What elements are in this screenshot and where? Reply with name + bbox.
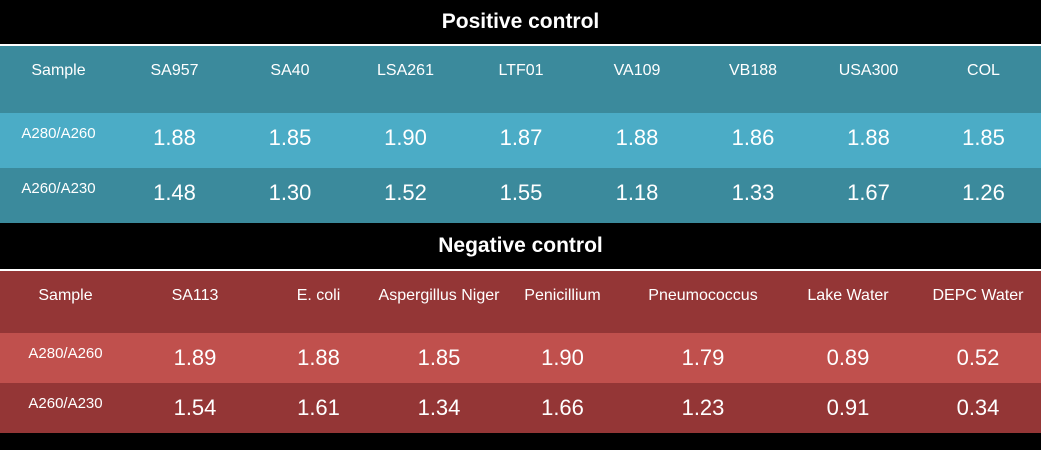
value-cell: 1.86 <box>731 125 775 150</box>
header-cell: USA300 <box>838 62 899 79</box>
header-cell: COL <box>967 62 1000 79</box>
value-cell: 1.33 <box>731 180 775 205</box>
value-cell: 1.90 <box>541 345 584 370</box>
value-cell: 1.88 <box>847 125 890 150</box>
value-cell: 1.18 <box>615 180 659 205</box>
value-cell: 1.88 <box>153 125 196 150</box>
positive-control-table: Sample SA957 SA40 LSA261 LTF01 VA109 VB1… <box>0 46 1041 223</box>
value-cell: 1.89 <box>173 345 217 370</box>
header-cell: Penicillium <box>524 287 601 304</box>
header-cell: E. coli <box>296 287 341 304</box>
value-cell: 0.91 <box>826 395 870 420</box>
value-cell: 0.52 <box>956 345 1000 370</box>
value-cell: 1.87 <box>499 125 543 150</box>
value-cell: 1.88 <box>615 125 659 150</box>
header-cell: Sample <box>38 287 93 304</box>
row-label: A280/A260 <box>28 345 103 362</box>
header-cell: SA957 <box>150 62 199 79</box>
value-cell: 1.85 <box>268 125 312 150</box>
header-cell: Aspergillus Niger <box>378 287 500 304</box>
header-cell: SA113 <box>171 287 219 304</box>
value-cell: 1.66 <box>541 395 584 420</box>
header-cell: LTF01 <box>498 62 544 79</box>
value-cell: 1.26 <box>962 180 1005 205</box>
table-row: A260/A230 1.48 1.30 1.52 1.55 1.18 1.33 … <box>0 168 1041 223</box>
negative-control-title: Negative control <box>0 223 1041 271</box>
header-cell: VB188 <box>728 62 778 79</box>
positive-control-title: Positive control <box>0 0 1041 46</box>
header-cell: Lake Water <box>807 287 889 304</box>
table-header-row: Sample SA957 SA40 LSA261 LTF01 VA109 VB1… <box>0 46 1041 113</box>
value-cell: 1.85 <box>417 345 461 370</box>
header-cell: VA109 <box>613 62 661 79</box>
value-cell: 1.30 <box>268 180 312 205</box>
value-cell: 1.67 <box>847 180 890 205</box>
value-cell: 1.55 <box>499 180 543 205</box>
negative-control-table: Sample SA113 E. coli Aspergillus Niger P… <box>0 271 1041 433</box>
header-cell: DEPC Water <box>932 287 1024 304</box>
value-cell: 1.90 <box>384 125 427 150</box>
table-header-row: Sample SA113 E. coli Aspergillus Niger P… <box>0 271 1041 333</box>
value-cell: 0.34 <box>956 395 1000 420</box>
value-cell: 1.61 <box>297 395 340 420</box>
value-cell: 1.23 <box>681 395 725 420</box>
row-label: A280/A260 <box>21 125 96 142</box>
table-row: A280/A260 1.89 1.88 1.85 1.90 1.79 0.89 … <box>0 333 1041 383</box>
row-label: A260/A230 <box>21 180 96 197</box>
row-label: A260/A230 <box>28 395 103 412</box>
value-cell: 1.54 <box>173 395 217 420</box>
table-row: A260/A230 1.54 1.61 1.34 1.66 1.23 0.91 … <box>0 383 1041 433</box>
header-cell: LSA261 <box>377 62 434 79</box>
table-row: A280/A260 1.88 1.85 1.90 1.87 1.88 1.86 … <box>0 113 1041 168</box>
value-cell: 1.48 <box>153 180 196 205</box>
value-cell: 1.34 <box>417 395 461 420</box>
header-cell: Pneumococcus <box>648 287 758 304</box>
value-cell: 0.89 <box>826 345 870 370</box>
value-cell: 1.79 <box>681 345 725 370</box>
header-cell: Sample <box>31 62 86 79</box>
value-cell: 1.52 <box>384 180 427 205</box>
value-cell: 1.88 <box>297 345 340 370</box>
value-cell: 1.85 <box>962 125 1005 150</box>
header-cell: SA40 <box>270 62 310 79</box>
